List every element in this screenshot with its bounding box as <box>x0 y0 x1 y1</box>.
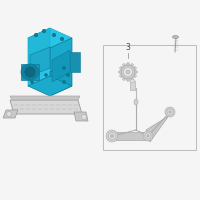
Polygon shape <box>10 96 80 100</box>
Circle shape <box>127 62 130 66</box>
Circle shape <box>167 109 173 115</box>
Circle shape <box>62 66 66 70</box>
Circle shape <box>62 80 66 84</box>
Polygon shape <box>52 50 70 82</box>
Polygon shape <box>10 100 82 114</box>
Circle shape <box>134 71 138 73</box>
FancyBboxPatch shape <box>103 45 196 150</box>
Polygon shape <box>28 28 72 48</box>
Circle shape <box>66 73 70 76</box>
Circle shape <box>42 29 46 33</box>
Polygon shape <box>30 47 50 76</box>
Circle shape <box>120 74 123 77</box>
Circle shape <box>52 33 56 37</box>
Ellipse shape <box>172 36 179 38</box>
Polygon shape <box>70 52 80 72</box>
Circle shape <box>127 78 130 82</box>
Circle shape <box>169 111 171 113</box>
Polygon shape <box>50 62 72 96</box>
Polygon shape <box>74 112 88 121</box>
Circle shape <box>122 64 126 67</box>
Ellipse shape <box>21 64 39 80</box>
Circle shape <box>30 68 34 72</box>
Polygon shape <box>21 64 39 80</box>
Circle shape <box>133 66 136 70</box>
Polygon shape <box>28 76 72 96</box>
Polygon shape <box>28 28 50 62</box>
Ellipse shape <box>130 79 135 82</box>
Polygon shape <box>50 38 72 72</box>
Circle shape <box>106 130 118 142</box>
Ellipse shape <box>134 99 138 105</box>
Circle shape <box>82 114 86 119</box>
Circle shape <box>60 37 64 41</box>
Circle shape <box>30 80 34 84</box>
Circle shape <box>130 77 134 80</box>
Circle shape <box>130 64 134 67</box>
Circle shape <box>122 77 126 80</box>
Circle shape <box>25 67 35 77</box>
Circle shape <box>145 133 151 139</box>
Polygon shape <box>3 110 18 118</box>
Circle shape <box>165 107 175 117</box>
Circle shape <box>118 71 122 73</box>
Circle shape <box>108 132 116 140</box>
Polygon shape <box>109 132 150 140</box>
Circle shape <box>6 112 12 116</box>
Polygon shape <box>28 52 50 86</box>
Circle shape <box>124 68 132 76</box>
Circle shape <box>44 73 48 76</box>
Circle shape <box>34 33 38 37</box>
Circle shape <box>110 134 114 138</box>
Polygon shape <box>146 110 173 142</box>
Text: 3: 3 <box>126 43 130 52</box>
Circle shape <box>121 65 135 79</box>
Circle shape <box>126 70 130 74</box>
Circle shape <box>133 74 136 77</box>
Circle shape <box>143 131 153 141</box>
Circle shape <box>147 135 149 137</box>
Circle shape <box>120 66 123 70</box>
FancyBboxPatch shape <box>130 81 135 90</box>
